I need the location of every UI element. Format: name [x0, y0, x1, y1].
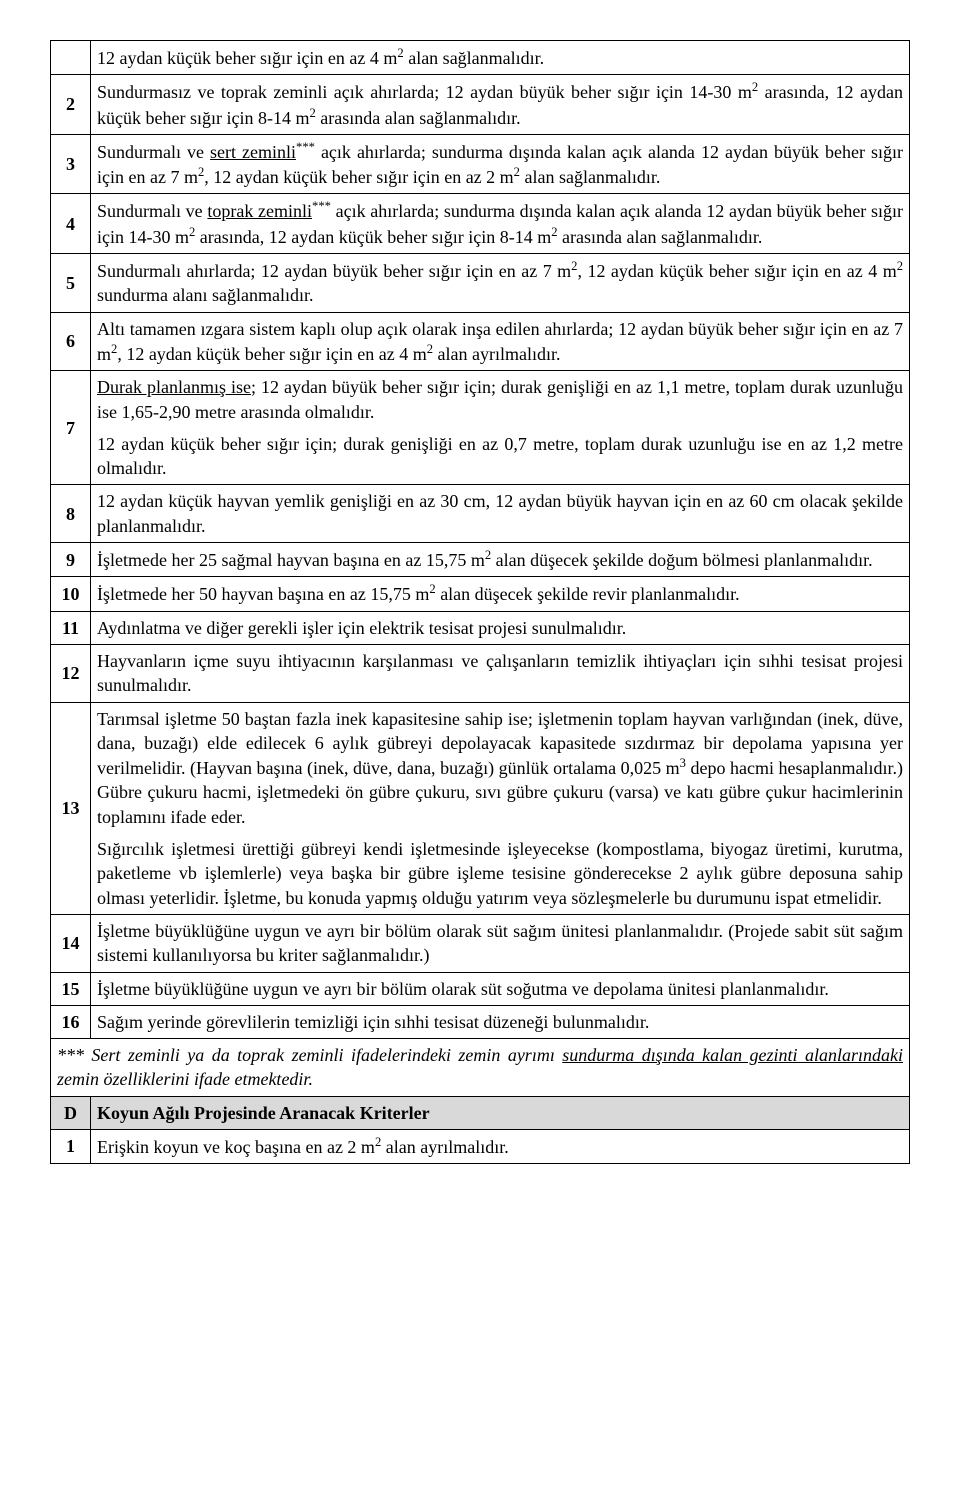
row-content: Aydınlatma ve diğer gerekli işler için e… — [91, 611, 910, 644]
row-number: 11 — [51, 611, 91, 644]
row-number: 13 — [51, 702, 91, 914]
row-content: 12 aydan küçük hayvan yemlik genişliği e… — [91, 485, 910, 543]
row-number: 14 — [51, 914, 91, 972]
row-number: 2 — [51, 75, 91, 135]
row-content: Tarımsal işletme 50 baştan fazla inek ka… — [91, 702, 910, 914]
row-number: 16 — [51, 1005, 91, 1038]
row-content: Hayvanların içme suyu ihtiyacının karşıl… — [91, 644, 910, 702]
table-row: 3Sundurmalı ve sert zeminli*** açık ahır… — [51, 134, 910, 194]
row-content: Sundurmalı ahırlarda; 12 aydan büyük beh… — [91, 254, 910, 313]
criteria-table: 12 aydan küçük beher sığır için en az 4 … — [50, 40, 910, 1164]
table-row: 9İşletmede her 25 sağmal hayvan başına e… — [51, 543, 910, 577]
table-row: 6Altı tamamen ızgara sistem kaplı olup a… — [51, 312, 910, 371]
footnote-text: *** Sert zeminli ya da toprak zeminli if… — [51, 1039, 910, 1097]
table-row: 1Erişkin koyun ve koç başına en az 2 m2 … — [51, 1129, 910, 1163]
table-row: 11Aydınlatma ve diğer gerekli işler için… — [51, 611, 910, 644]
row-content: İşletmede her 25 sağmal hayvan başına en… — [91, 543, 910, 577]
footnote-row: *** Sert zeminli ya da toprak zeminli if… — [51, 1039, 910, 1097]
row-content: Sundurmalı ve toprak zeminli*** açık ahı… — [91, 194, 910, 254]
row-number: 4 — [51, 194, 91, 254]
row-content: Sağım yerinde görevlilerin temizliği içi… — [91, 1005, 910, 1038]
table-row: 10İşletmede her 50 hayvan başına en az 1… — [51, 577, 910, 611]
row-number: 9 — [51, 543, 91, 577]
row-number: 8 — [51, 485, 91, 543]
row-content: Sundurmalı ve sert zeminli*** açık ahırl… — [91, 134, 910, 194]
row-content: İşletme büyüklüğüne uygun ve ayrı bir bö… — [91, 914, 910, 972]
row-content: İşletme büyüklüğüne uygun ve ayrı bir bö… — [91, 972, 910, 1005]
table-row: 812 aydan küçük hayvan yemlik genişliği … — [51, 485, 910, 543]
table-row: 14İşletme büyüklüğüne uygun ve ayrı bir … — [51, 914, 910, 972]
document-page: 12 aydan küçük beher sığır için en az 4 … — [50, 40, 910, 1164]
row-number: 7 — [51, 371, 91, 485]
row-number: 6 — [51, 312, 91, 371]
table-row: 12 aydan küçük beher sığır için en az 4 … — [51, 41, 910, 75]
row-content: Sundurmasız ve toprak zeminli açık ahırl… — [91, 75, 910, 135]
row-number: 15 — [51, 972, 91, 1005]
row-number: 12 — [51, 644, 91, 702]
table-row: 2Sundurmasız ve toprak zeminli açık ahır… — [51, 75, 910, 135]
row-number: 3 — [51, 134, 91, 194]
table-row: 4Sundurmalı ve toprak zeminli*** açık ah… — [51, 194, 910, 254]
row-number: 5 — [51, 254, 91, 313]
table-row: 13Tarımsal işletme 50 baştan fazla inek … — [51, 702, 910, 914]
row-content: İşletmede her 50 hayvan başına en az 15,… — [91, 577, 910, 611]
row-content: Erişkin koyun ve koç başına en az 2 m2 a… — [91, 1129, 910, 1163]
row-content: Altı tamamen ızgara sistem kaplı olup aç… — [91, 312, 910, 371]
table-row: 12Hayvanların içme suyu ihtiyacının karş… — [51, 644, 910, 702]
table-row: 5Sundurmalı ahırlarda; 12 aydan büyük be… — [51, 254, 910, 313]
section-title: Koyun Ağılı Projesinde Aranacak Kriterle… — [91, 1096, 910, 1129]
row-content: Durak planlanmış ise; 12 aydan büyük beh… — [91, 371, 910, 485]
table-row: 15İşletme büyüklüğüne uygun ve ayrı bir … — [51, 972, 910, 1005]
table-row: 16Sağım yerinde görevlilerin temizliği i… — [51, 1005, 910, 1038]
row-number — [51, 41, 91, 75]
row-number: 1 — [51, 1129, 91, 1163]
table-row: 7Durak planlanmış ise; 12 aydan büyük be… — [51, 371, 910, 485]
row-content: 12 aydan küçük beher sığır için en az 4 … — [91, 41, 910, 75]
section-header-row: DKoyun Ağılı Projesinde Aranacak Kriterl… — [51, 1096, 910, 1129]
section-letter: D — [51, 1096, 91, 1129]
row-number: 10 — [51, 577, 91, 611]
